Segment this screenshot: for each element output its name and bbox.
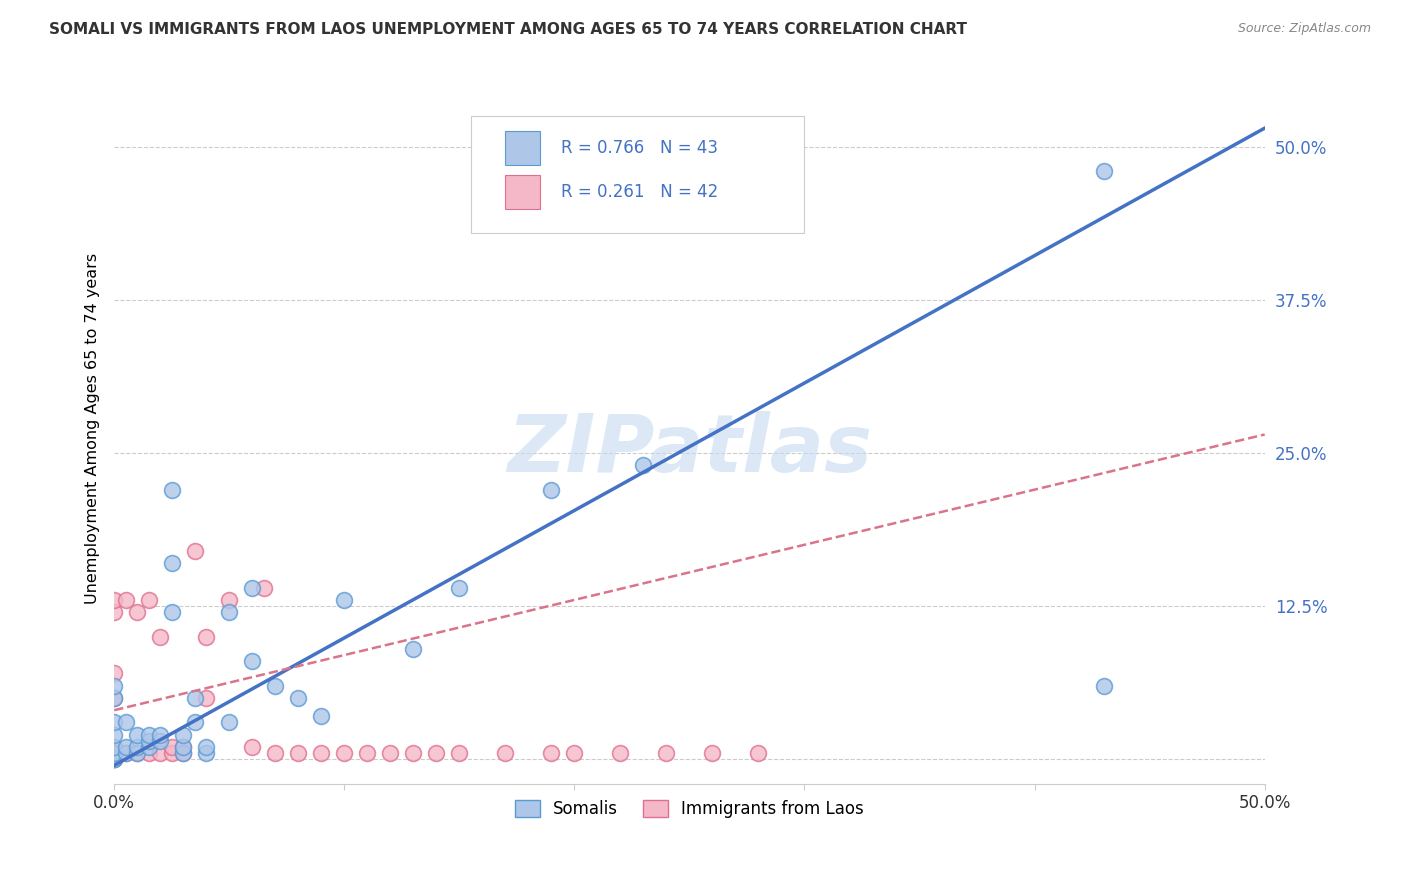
Point — [114, 746, 136, 760]
Point — [103, 666, 125, 681]
Point — [127, 728, 149, 742]
Point — [287, 746, 309, 760]
Point — [540, 746, 562, 760]
Text: R = 0.261   N = 42: R = 0.261 N = 42 — [561, 184, 718, 202]
Point — [402, 746, 425, 760]
Point — [114, 739, 136, 754]
Point — [103, 746, 125, 760]
Point — [1092, 164, 1115, 178]
Y-axis label: Unemployment Among Ages 65 to 74 years: Unemployment Among Ages 65 to 74 years — [86, 252, 100, 604]
Point — [218, 605, 240, 619]
Point — [114, 593, 136, 607]
Point — [311, 709, 333, 723]
Point — [609, 746, 631, 760]
Point — [103, 739, 125, 754]
Point — [449, 746, 471, 760]
Point — [138, 593, 160, 607]
Point — [160, 739, 183, 754]
Point — [494, 746, 516, 760]
Point — [264, 746, 287, 760]
Point — [218, 593, 240, 607]
Text: Source: ZipAtlas.com: Source: ZipAtlas.com — [1237, 22, 1371, 36]
Point — [540, 483, 562, 497]
Point — [138, 728, 160, 742]
Point — [103, 752, 125, 766]
Point — [183, 690, 205, 705]
Point — [127, 746, 149, 760]
Point — [333, 593, 356, 607]
Point — [127, 739, 149, 754]
Point — [380, 746, 402, 760]
Point — [114, 746, 136, 760]
Point — [195, 630, 218, 644]
Point — [149, 746, 172, 760]
Point — [402, 642, 425, 657]
Point — [149, 734, 172, 748]
Point — [103, 715, 125, 730]
Point — [160, 483, 183, 497]
Point — [172, 746, 194, 760]
Point — [240, 654, 263, 668]
Point — [172, 746, 194, 760]
Point — [253, 581, 276, 595]
Point — [138, 739, 160, 754]
Point — [103, 752, 125, 766]
Point — [172, 739, 194, 754]
Text: ZIPatlas: ZIPatlas — [508, 410, 872, 489]
FancyBboxPatch shape — [471, 116, 804, 233]
Point — [747, 746, 769, 760]
Point — [240, 739, 263, 754]
FancyBboxPatch shape — [505, 131, 540, 165]
Point — [172, 728, 194, 742]
Point — [564, 746, 586, 760]
Point — [103, 746, 125, 760]
FancyBboxPatch shape — [505, 176, 540, 210]
Point — [264, 679, 287, 693]
Point — [160, 605, 183, 619]
Point — [103, 605, 125, 619]
Legend: Somalis, Immigrants from Laos: Somalis, Immigrants from Laos — [508, 794, 870, 825]
Point — [356, 746, 378, 760]
Point — [149, 728, 172, 742]
Point — [103, 752, 125, 766]
Point — [218, 715, 240, 730]
Text: R = 0.766   N = 43: R = 0.766 N = 43 — [561, 139, 717, 157]
Point — [138, 746, 160, 760]
Point — [702, 746, 724, 760]
Point — [103, 679, 125, 693]
Point — [114, 715, 136, 730]
Point — [655, 746, 678, 760]
Point — [149, 630, 172, 644]
Point — [160, 556, 183, 570]
Point — [103, 739, 125, 754]
Point — [287, 690, 309, 705]
Point — [183, 544, 205, 558]
Point — [127, 605, 149, 619]
Point — [160, 746, 183, 760]
Point — [103, 752, 125, 766]
Point — [633, 458, 655, 472]
Text: SOMALI VS IMMIGRANTS FROM LAOS UNEMPLOYMENT AMONG AGES 65 TO 74 YEARS CORRELATIO: SOMALI VS IMMIGRANTS FROM LAOS UNEMPLOYM… — [49, 22, 967, 37]
Point — [195, 739, 218, 754]
Point — [103, 593, 125, 607]
Point — [183, 715, 205, 730]
Point — [449, 581, 471, 595]
Point — [195, 690, 218, 705]
Point — [333, 746, 356, 760]
Point — [127, 746, 149, 760]
Point — [311, 746, 333, 760]
Point — [425, 746, 447, 760]
Point — [195, 746, 218, 760]
Point — [103, 728, 125, 742]
Point — [1092, 679, 1115, 693]
Point — [172, 739, 194, 754]
Point — [103, 690, 125, 705]
Point — [138, 734, 160, 748]
Point — [240, 581, 263, 595]
Point — [103, 690, 125, 705]
